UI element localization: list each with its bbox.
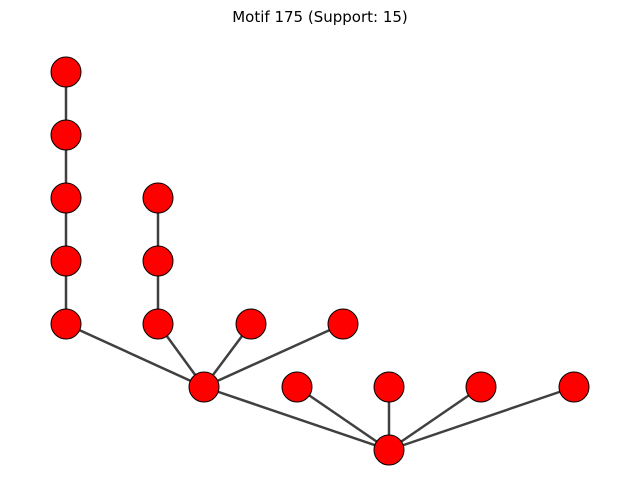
node-layer [50, 56, 590, 466]
graph-node [281, 371, 313, 403]
graph-node [558, 371, 590, 403]
graph-node [373, 434, 405, 466]
graph-node [142, 245, 174, 277]
graph-node [50, 119, 82, 151]
graph-node [50, 245, 82, 277]
graph-node [465, 371, 497, 403]
graph-edge [65, 322, 205, 389]
edge-layer [64, 72, 575, 452]
graph-node [327, 308, 359, 340]
graph-node [142, 182, 174, 214]
graph-node [235, 308, 267, 340]
figure-title: Motif 175 (Support: 15) [232, 8, 408, 26]
graph-edge [203, 322, 344, 389]
graph-node [50, 182, 82, 214]
graph-node [50, 308, 82, 340]
graph-node [142, 308, 174, 340]
graph-edge [296, 385, 390, 452]
graph-edge [388, 385, 482, 452]
graph-node [188, 371, 220, 403]
graph-edge [388, 385, 575, 452]
graph-edge [203, 385, 390, 452]
graph-node [373, 371, 405, 403]
graph-node [50, 56, 82, 88]
